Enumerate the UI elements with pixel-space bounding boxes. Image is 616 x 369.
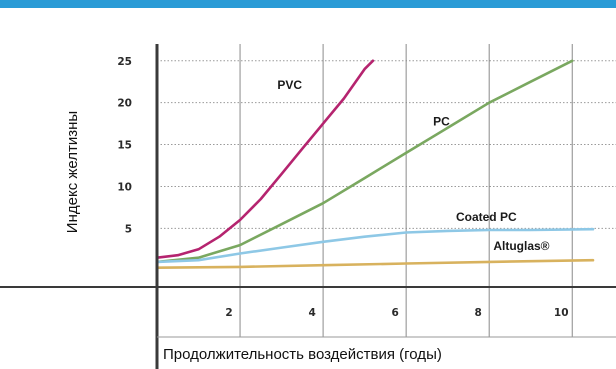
plot-background: [157, 44, 593, 287]
y-tick-label: 20: [117, 98, 132, 110]
grid-layer: [157, 44, 616, 337]
x-tick-label: 6: [391, 307, 398, 319]
y-axis-title: Индекс желтизны: [64, 111, 81, 233]
x-tick-label: 2: [225, 307, 232, 319]
series-layer: [155, 59, 595, 269]
y-tick-label: 15: [117, 140, 132, 152]
x-axis-title: Продолжительность воздействия (годы): [163, 346, 442, 363]
axis-layer: [0, 44, 616, 369]
y-tick-label: 5: [125, 223, 132, 235]
series-label-0: PVC: [277, 78, 302, 92]
y-tick-label: 10: [117, 181, 132, 193]
series-label-1: PC: [433, 114, 450, 128]
x-axis-band: [157, 287, 616, 337]
series-line-2: [155, 227, 595, 264]
series-label-3: Altuglas®: [493, 239, 549, 253]
x-tick-label: 4: [308, 307, 315, 319]
y-tick-label: 25: [117, 56, 132, 68]
series-line-1: [155, 59, 574, 264]
label-layer: 5 10 15 20 25 2 4 6 8 10 PVC PC Coated PC Altuglas®: [117, 56, 568, 319]
x-tick-label: 10: [554, 307, 569, 319]
series-line-0: [155, 59, 375, 259]
x-tick-label: 8: [475, 307, 482, 319]
series-label-2: Coated PC: [456, 210, 517, 224]
top-banner: [0, 0, 616, 8]
series-line-3: [155, 258, 595, 269]
